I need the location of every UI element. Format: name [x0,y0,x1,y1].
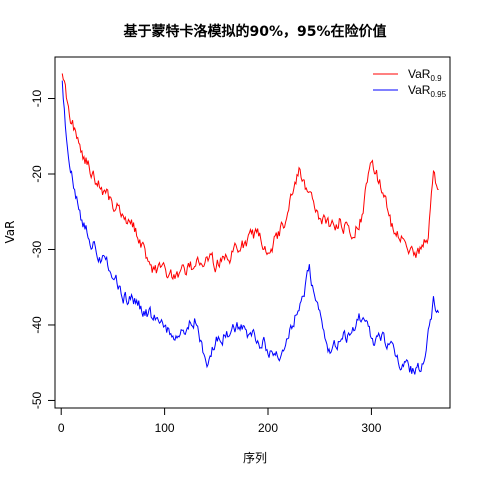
series-line-1 [61,80,440,375]
series-line-0 [61,73,439,281]
y-axis-label: VaR [3,221,17,244]
y-tick-label: -30 [30,240,44,258]
y-tick-label: -10 [30,90,44,108]
x-tick-label: 100 [155,421,175,435]
series-layer [61,73,440,375]
y-tick-label: -40 [30,316,44,334]
chart-title: 基于蒙特卡洛模拟的90%，95%在险价值 [123,23,386,40]
x-tick-label: 200 [258,421,278,435]
x-axis-label: 序列 [243,450,267,465]
y-axis: -10 -20 -30 -40 -50 [30,90,56,409]
y-tick-label: -50 [30,391,44,409]
y-tick-label: -20 [30,165,44,183]
x-tick-label: 0 [58,421,65,435]
legend-label: VaR0.95 [408,83,447,99]
x-axis: 0 100 200 300 [58,407,382,435]
x-tick-label: 300 [361,421,381,435]
legend-label: VaR0.9 [408,67,442,83]
